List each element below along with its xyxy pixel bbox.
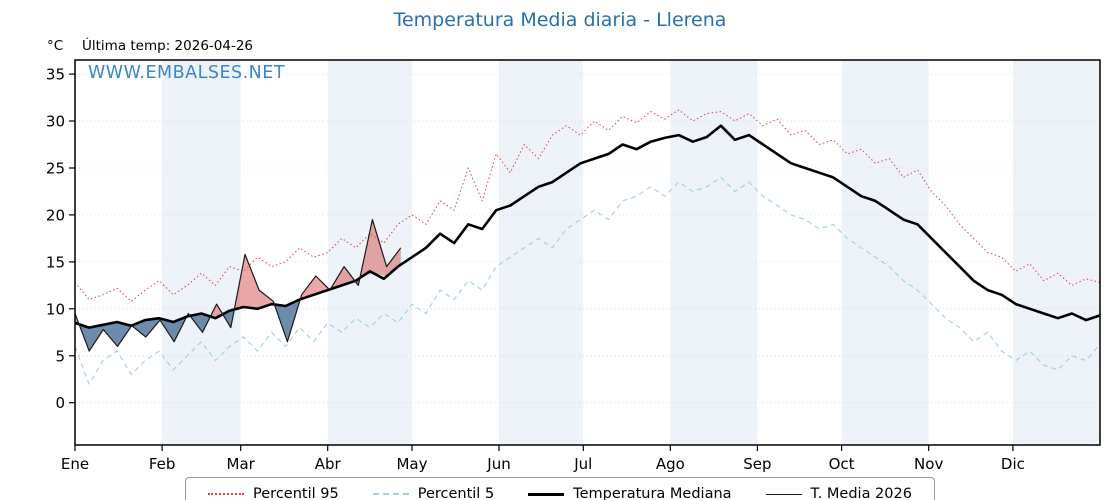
percentil5-line-sample-icon — [372, 493, 409, 495]
chart-legend: Percentil 95 Percentil 5 Temperatura Med… — [185, 477, 935, 500]
svg-text:May: May — [396, 455, 427, 473]
svg-text:Jul: Jul — [573, 455, 592, 473]
legend-item-media2026: T. Media 2026 — [765, 486, 912, 500]
legend-item-mediana: Temperatura Mediana — [528, 486, 732, 500]
svg-text:35: 35 — [46, 66, 65, 84]
svg-text:30: 30 — [46, 113, 65, 131]
svg-text:25: 25 — [46, 160, 65, 178]
svg-text:5: 5 — [55, 347, 65, 365]
chart-title: Temperatura Media diaria - Llerena — [393, 9, 727, 31]
legend-label-percentil5: Percentil 5 — [417, 486, 495, 500]
svg-text:Mar: Mar — [227, 455, 256, 473]
svg-text:Ago: Ago — [656, 455, 685, 473]
svg-text:Oct: Oct — [829, 455, 855, 473]
svg-text:15: 15 — [46, 253, 65, 271]
svg-text:10: 10 — [46, 300, 65, 318]
watermark-text: WWW.EMBALSES.NET — [88, 63, 286, 83]
legend-item-percentil95: Percentil 95 — [208, 486, 339, 500]
svg-text:Ene: Ene — [61, 455, 89, 473]
svg-text:20: 20 — [46, 206, 65, 224]
svg-text:Feb: Feb — [149, 455, 176, 473]
svg-text:Nov: Nov — [914, 455, 943, 473]
media2026-line-sample-icon — [765, 493, 802, 495]
legend-label-media2026: T. Media 2026 — [810, 486, 912, 500]
y-axis-unit-label: °C — [47, 38, 64, 54]
svg-text:Abr: Abr — [315, 455, 342, 473]
percentil95-line-sample-icon — [208, 493, 245, 495]
svg-text:Sep: Sep — [743, 455, 771, 473]
last-temp-annotation: Última temp: 2026-04-26 — [82, 38, 254, 54]
legend-label-percentil95: Percentil 95 — [253, 486, 339, 500]
svg-text:0: 0 — [55, 394, 65, 412]
legend-label-mediana: Temperatura Mediana — [573, 486, 732, 500]
svg-text:Dic: Dic — [1001, 455, 1025, 473]
legend-item-percentil5: Percentil 5 — [372, 486, 495, 500]
mediana-line-sample-icon — [528, 492, 565, 496]
svg-text:Jun: Jun — [486, 455, 510, 473]
